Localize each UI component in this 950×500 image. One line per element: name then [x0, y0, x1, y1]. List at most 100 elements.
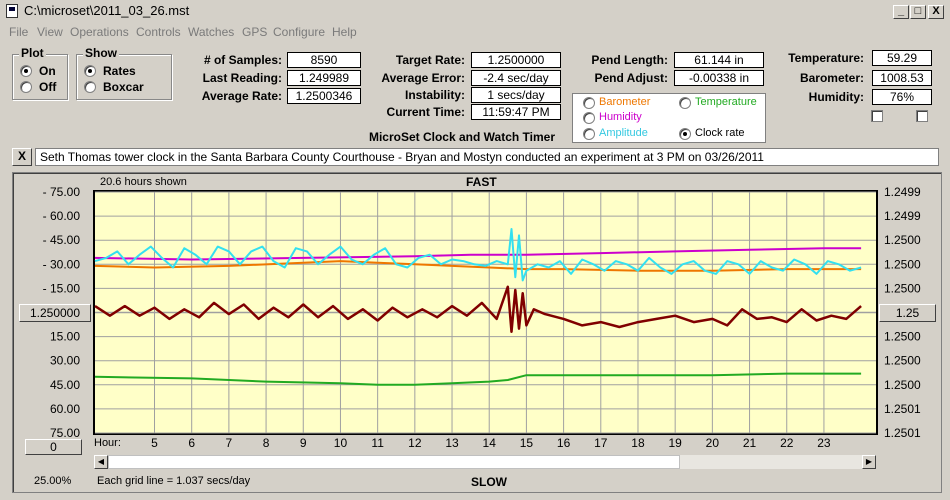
app-icon — [6, 4, 18, 18]
humidity-label: Humidity: — [808, 90, 864, 104]
temperature-label: Temperature: — [788, 51, 864, 65]
legend-humidity-label: Humidity — [599, 111, 642, 123]
scroll-left-arrow[interactable]: ◀ — [94, 455, 108, 469]
right-tick-label: 1.2501 — [884, 426, 921, 440]
hour-tick-label: 8 — [263, 436, 270, 450]
humidity-field: 76% — [872, 89, 932, 105]
hour-tick-label: 5 — [151, 436, 158, 450]
series-legend: Barometer Temperature Humidity Amplitude… — [572, 93, 766, 143]
menu-help[interactable]: Help — [332, 25, 357, 39]
right-tick-label: 1.2501 — [884, 402, 921, 416]
pend-length-label: Pend Length: — [591, 53, 668, 67]
legend-amplitude-radio[interactable] — [583, 128, 595, 140]
plot-off-radio[interactable] — [20, 81, 32, 93]
minimize-button[interactable]: _ — [893, 5, 909, 19]
left-tick-label: 75.00 — [50, 426, 80, 440]
left-tick-label: 15.00 — [50, 330, 80, 344]
menu-operations[interactable]: Operations — [70, 25, 129, 39]
show-group-title: Show — [83, 46, 119, 60]
right-tick-label: 1.2499 — [884, 209, 921, 223]
right-tick-label: 1.2500 — [884, 281, 921, 295]
average-error-field: -2.4 sec/day — [471, 70, 561, 86]
temperature-field: 59.29 — [872, 50, 932, 66]
center-value-right-button[interactable]: 1.25 — [879, 304, 936, 322]
left-axis: - 75.00 - 60.00 - 45.00 - 30.00 - 15.00 15.00… — [43, 185, 81, 440]
plot-grid — [95, 191, 876, 434]
series-line-clock-rate — [94, 285, 862, 334]
show-boxcar-label: Boxcar — [103, 80, 144, 94]
chart-panel — [12, 172, 942, 493]
show-rates-label: Rates — [103, 64, 136, 78]
title-bar: C:\microset\2011_03_26.mst _ □ X — [0, 0, 950, 22]
legend-clockrate-radio[interactable] — [679, 128, 691, 140]
hour-tick-label: 7 — [226, 436, 233, 450]
right-tick-label: 1.2500 — [884, 378, 921, 392]
hour-tick-label: 12 — [408, 436, 422, 450]
barometer-field: 1008.53 — [872, 70, 932, 86]
hour-tick-label: 18 — [631, 436, 645, 450]
menu-watches[interactable]: Watches — [188, 25, 235, 39]
target-rate-label: Target Rate: — [395, 53, 465, 67]
env-checkbox-1[interactable] — [871, 110, 883, 122]
window-title: C:\microset\2011_03_26.mst — [24, 3, 190, 18]
close-button[interactable]: X — [928, 5, 944, 19]
hour-tick-label: 19 — [668, 436, 682, 450]
center-value-left-button[interactable]: 1.250000 — [19, 304, 91, 322]
hour-tick-label: 20 — [706, 436, 720, 450]
plot-off-label: Off — [39, 80, 57, 94]
show-group — [76, 54, 172, 100]
note-close-button[interactable]: X — [12, 148, 32, 166]
average-rate-label: Average Rate: — [201, 89, 282, 103]
menu-configure[interactable]: Configure — [273, 25, 326, 39]
note-field[interactable]: Seth Thomas tower clock in the Santa Bar… — [35, 148, 939, 166]
scroll-right-arrow[interactable]: ▶ — [862, 455, 876, 469]
zero-button[interactable]: 0 — [25, 439, 82, 455]
x-axis: 5 6 7 8 9 10 11 12 13 14 15 16 17 18 19 20 21 22 23 — [151, 436, 831, 450]
chart-scrollbar[interactable]: ◀ ▶ — [94, 455, 876, 469]
pend-adjust-label: Pend Adjust: — [594, 71, 668, 85]
legend-humidity-radio[interactable] — [583, 112, 595, 124]
menu-gps[interactable]: GPS — [242, 25, 268, 39]
target-rate-field: 1.2500000 — [471, 52, 561, 68]
last-reading-field: 1.249989 — [287, 70, 361, 86]
left-tick-label: - 60.00 — [43, 209, 81, 223]
show-rates-radio[interactable] — [84, 65, 96, 77]
hour-axis-label: Hour: — [94, 437, 121, 449]
menu-file[interactable]: File — [9, 25, 29, 39]
maximize-button[interactable]: □ — [910, 5, 926, 19]
legend-clockrate-label: Clock rate — [695, 127, 745, 139]
plot-on-radio[interactable] — [20, 65, 32, 77]
plot-on-label: On — [39, 64, 56, 78]
grid-info-label: Each grid line = 1.037 secs/day — [97, 475, 251, 487]
legend-temperature-label: Temperature — [695, 96, 757, 108]
hour-tick-label: 9 — [300, 436, 307, 450]
menu-bar: File View Operations Controls Watches GP… — [0, 23, 950, 41]
instability-field: 1 secs/day — [471, 87, 561, 103]
right-tick-label: 1.2500 — [884, 233, 921, 247]
current-time-label: Current Time: — [386, 105, 465, 119]
legend-barometer-radio[interactable] — [583, 97, 595, 109]
env-checkbox-2[interactable] — [916, 110, 928, 122]
pend-length-field: 61.144 in — [674, 52, 764, 68]
legend-temperature-radio[interactable] — [679, 97, 691, 109]
hour-tick-label: 17 — [594, 436, 608, 450]
series-line-amplitude — [94, 228, 862, 282]
scroll-thumb[interactable] — [108, 455, 680, 469]
hour-tick-label: 23 — [817, 436, 831, 450]
hour-tick-label: 16 — [557, 436, 571, 450]
series-line-temperature — [94, 372, 862, 386]
hour-tick-label: 11 — [371, 436, 384, 450]
fast-label: FAST — [466, 175, 497, 189]
hour-tick-label: 10 — [334, 436, 348, 450]
left-tick-label: - 30.00 — [43, 257, 81, 271]
samples-field: 8590 — [287, 52, 361, 68]
show-boxcar-radio[interactable] — [84, 81, 96, 93]
average-rate-field: 1.2500346 — [287, 88, 361, 104]
menu-view[interactable]: View — [37, 25, 63, 39]
right-axis: 1.2499 1.2499 1.2500 1.2500 1.2500 1.2500 1.25… — [884, 185, 921, 440]
slow-label: SLOW — [471, 475, 507, 489]
legend-barometer-label: Barometer — [599, 96, 651, 108]
pend-adjust-field: -0.00338 in — [674, 70, 764, 86]
average-error-label: Average Error: — [381, 71, 465, 85]
menu-controls[interactable]: Controls — [136, 25, 181, 39]
